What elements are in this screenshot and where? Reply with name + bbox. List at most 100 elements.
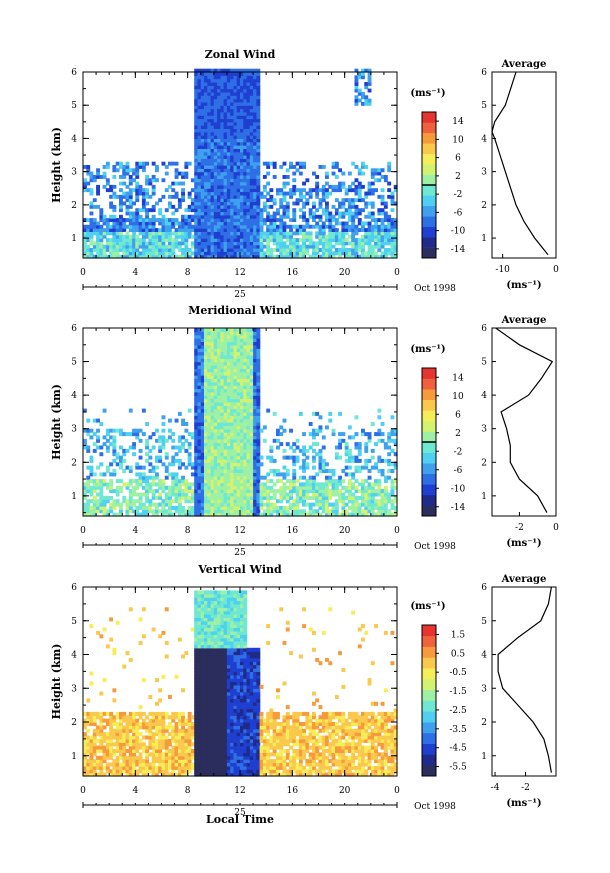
heatmap-cell bbox=[132, 509, 136, 514]
heatmap-cell bbox=[256, 121, 261, 126]
heatmap-cell bbox=[334, 485, 339, 490]
heatmap-cell bbox=[200, 188, 205, 193]
heatmap-cell bbox=[269, 254, 274, 259]
heatmap-cell bbox=[210, 191, 215, 196]
heatmap-cell bbox=[220, 171, 225, 176]
heatmap-cell bbox=[357, 238, 362, 242]
heatmap-cell bbox=[341, 234, 346, 239]
heatmap-cell bbox=[164, 248, 169, 252]
heatmap-cell bbox=[148, 234, 153, 239]
heatmap-cell bbox=[285, 204, 290, 209]
heatmap-cell bbox=[217, 344, 221, 349]
heatmap-cell bbox=[99, 485, 104, 490]
heatmap-cell bbox=[282, 475, 287, 480]
heatmap-cell bbox=[128, 502, 133, 507]
heatmap-cell bbox=[223, 475, 228, 480]
heatmap-cell bbox=[177, 502, 182, 507]
heatmap-cell bbox=[204, 231, 208, 236]
heatmap-cell bbox=[223, 131, 228, 136]
heatmap-cell bbox=[253, 435, 257, 440]
heatmap-cell bbox=[246, 351, 251, 356]
heatmap-cell bbox=[122, 452, 127, 457]
heatmap-cell bbox=[223, 505, 228, 510]
heatmap-cell bbox=[246, 482, 251, 487]
heatmap-cell bbox=[99, 499, 104, 504]
heatmap-cell bbox=[344, 465, 349, 470]
heatmap-cell bbox=[83, 505, 87, 510]
heatmap-cell bbox=[305, 238, 310, 242]
heatmap-cell bbox=[276, 231, 280, 236]
heatmap-cell bbox=[148, 241, 153, 246]
heatmap-cell bbox=[210, 128, 215, 133]
heatmap-cell bbox=[256, 151, 261, 156]
heatmap-cell bbox=[282, 492, 287, 497]
heatmap-cell bbox=[187, 251, 192, 256]
heatmap-cell bbox=[220, 385, 225, 390]
heatmap-cell bbox=[325, 171, 329, 176]
heatmap-cell bbox=[367, 244, 372, 249]
heatmap-cell bbox=[102, 248, 107, 252]
heatmap-cell bbox=[109, 489, 114, 494]
heatmap-cell bbox=[220, 241, 225, 246]
heatmap-cell bbox=[122, 241, 127, 246]
heatmap-cell bbox=[240, 118, 244, 123]
heatmap-cell bbox=[210, 91, 215, 96]
heatmap-cell bbox=[380, 244, 385, 249]
heatmap-cell bbox=[269, 228, 274, 232]
heatmap-cell bbox=[312, 442, 316, 447]
heatmap-cell bbox=[89, 465, 94, 470]
heatmap-cell bbox=[364, 228, 369, 232]
heatmap-cell bbox=[246, 105, 251, 110]
heatmap-cell bbox=[204, 194, 208, 199]
heatmap-cell bbox=[181, 418, 185, 423]
heatmap-cell bbox=[207, 509, 212, 514]
heatmap-cell bbox=[354, 479, 359, 484]
heatmap-cell bbox=[236, 208, 241, 213]
heatmap-cell bbox=[364, 204, 369, 209]
heatmap-cell bbox=[194, 155, 199, 159]
heatmap-cell bbox=[249, 341, 254, 346]
heatmap-cell bbox=[341, 231, 346, 236]
heatmap-cell bbox=[246, 512, 251, 517]
heatmap-cell bbox=[102, 244, 107, 249]
heatmap-cell bbox=[249, 388, 254, 393]
heatmap-cell bbox=[393, 224, 398, 229]
heatmap-cell bbox=[361, 101, 365, 106]
heatmap-cell bbox=[341, 184, 346, 189]
heatmap-cell bbox=[361, 68, 365, 73]
heatmap-cell bbox=[387, 181, 392, 186]
heatmap-cell bbox=[200, 495, 205, 500]
heatmap-cell bbox=[128, 194, 133, 199]
heatmap-cell bbox=[253, 358, 257, 363]
heatmap-cell bbox=[141, 479, 146, 484]
heatmap-cell bbox=[200, 165, 205, 169]
heatmap-cell bbox=[302, 241, 306, 246]
heatmap-cell bbox=[246, 361, 251, 366]
heatmap-cell bbox=[230, 489, 235, 494]
heatmap-cell bbox=[122, 194, 127, 199]
heatmap-cell bbox=[217, 422, 221, 426]
heatmap-cell bbox=[246, 415, 251, 420]
heatmap-cell bbox=[187, 234, 192, 239]
heatmap-cell bbox=[210, 198, 215, 203]
heatmap-cell bbox=[282, 428, 287, 433]
heatmap-cell bbox=[220, 231, 225, 236]
heatmap-cell bbox=[370, 168, 375, 173]
heatmap-cell bbox=[89, 175, 94, 179]
heatmap-cell bbox=[109, 251, 114, 256]
heatmap-cell bbox=[128, 509, 133, 514]
heatmap-cell bbox=[194, 68, 199, 73]
heatmap-cell bbox=[174, 479, 179, 484]
heatmap-cell bbox=[240, 475, 244, 480]
heatmap-cell bbox=[364, 445, 369, 450]
heatmap-cell bbox=[112, 224, 117, 229]
heatmap-cell bbox=[351, 492, 356, 497]
heatmap-cell bbox=[223, 161, 228, 166]
heatmap-cell bbox=[295, 168, 300, 173]
heatmap-cell bbox=[302, 495, 306, 500]
heatmap-cell bbox=[387, 462, 392, 467]
heatmap-cell bbox=[220, 221, 225, 226]
heatmap-cell bbox=[282, 482, 287, 487]
heatmap-cell bbox=[204, 115, 208, 120]
heatmap-cell bbox=[226, 505, 231, 510]
